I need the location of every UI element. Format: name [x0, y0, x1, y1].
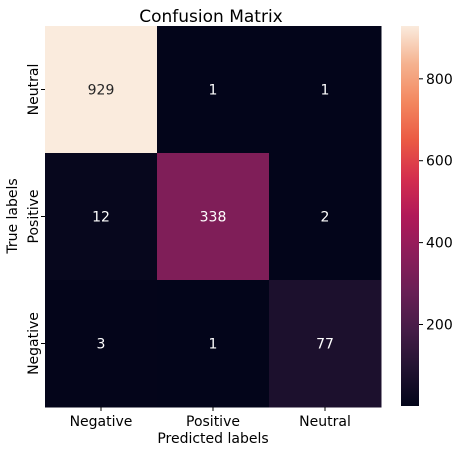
cell-value-label: 338 — [200, 210, 227, 226]
cell-value-label: 12 — [92, 210, 110, 226]
colorbar-tick-label: 800 — [426, 72, 453, 88]
y-tick-label: Positive — [26, 190, 42, 244]
colorbar-tick-label: 400 — [426, 236, 453, 252]
y-tick-label: Neutral — [26, 64, 42, 116]
cell-value-label: 1 — [209, 337, 218, 353]
colorbar-tick-label: 600 — [426, 154, 453, 170]
y-tick-label: Negative — [26, 312, 42, 375]
colorbar-tick-label: 200 — [426, 318, 453, 334]
x-tick-label: Positive — [186, 414, 240, 430]
y-axis-ticks: Neutral Positive Negative — [26, 64, 45, 375]
x-axis-label: Predicted labels — [157, 431, 268, 447]
x-tick-label: Neutral — [299, 414, 351, 430]
cell-value-label: 3 — [97, 337, 106, 353]
chart-title: Confusion Matrix — [139, 7, 283, 27]
cell-value-label: 1 — [209, 83, 218, 99]
cell-value-label: 77 — [316, 337, 334, 353]
cell-value-label: 1 — [321, 83, 330, 99]
x-tick-label: Negative — [70, 414, 133, 430]
cell-value-label: 929 — [88, 83, 115, 99]
x-axis-ticks: Negative Positive Neutral — [70, 407, 351, 430]
colorbar — [401, 26, 419, 406]
cell-value-label: 2 — [321, 210, 330, 226]
colorbar-ticks: 200 400 600 800 — [419, 72, 453, 334]
y-axis-label: True labels — [5, 178, 21, 254]
